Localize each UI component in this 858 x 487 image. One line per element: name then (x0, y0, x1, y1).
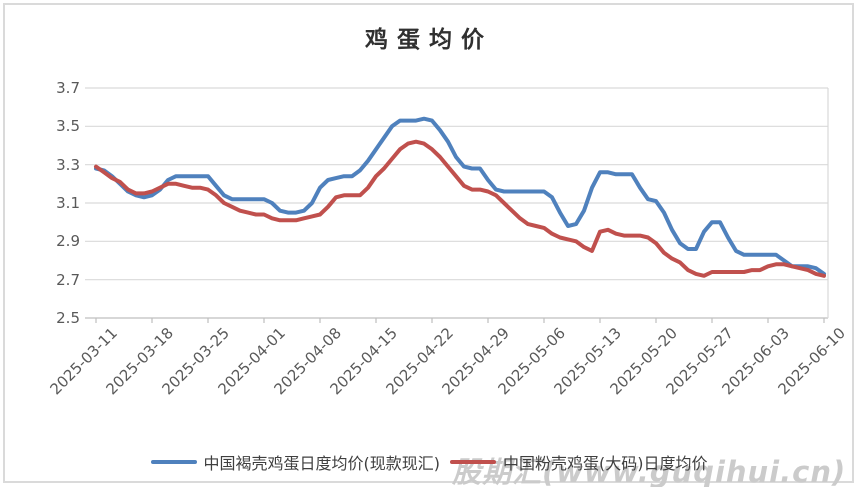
legend-line-swatch (450, 460, 496, 464)
series-line-1 (94, 139, 826, 278)
legend: 中国褐壳鸡蛋日度均价(现款现汇) 中国粉壳鸡蛋(大码)日度均价 (0, 450, 858, 474)
legend-item-1: 中国粉壳鸡蛋(大码)日度均价 (450, 450, 708, 474)
series-line-0 (94, 116, 826, 276)
y-tick-label: 3.7 (56, 79, 80, 97)
y-tick-label: 2.9 (56, 232, 80, 251)
y-tick-label: 2.7 (56, 270, 80, 289)
chart-title: 鸡蛋均价 (365, 27, 493, 53)
legend-item-0: 中国褐壳鸡蛋日度均价(现款现汇) (150, 450, 441, 474)
y-tick-label: 2.5 (56, 309, 80, 327)
legend-label: 中国粉壳鸡蛋(大码)日度均价 (503, 454, 708, 473)
legend-label: 中国褐壳鸡蛋日度均价(现款现汇) (203, 454, 441, 473)
y-tick-label: 3.1 (56, 194, 80, 212)
legend-line-swatch (150, 460, 197, 464)
y-tick-label: 3.3 (56, 155, 80, 174)
y-tick-label: 3.5 (56, 117, 80, 136)
